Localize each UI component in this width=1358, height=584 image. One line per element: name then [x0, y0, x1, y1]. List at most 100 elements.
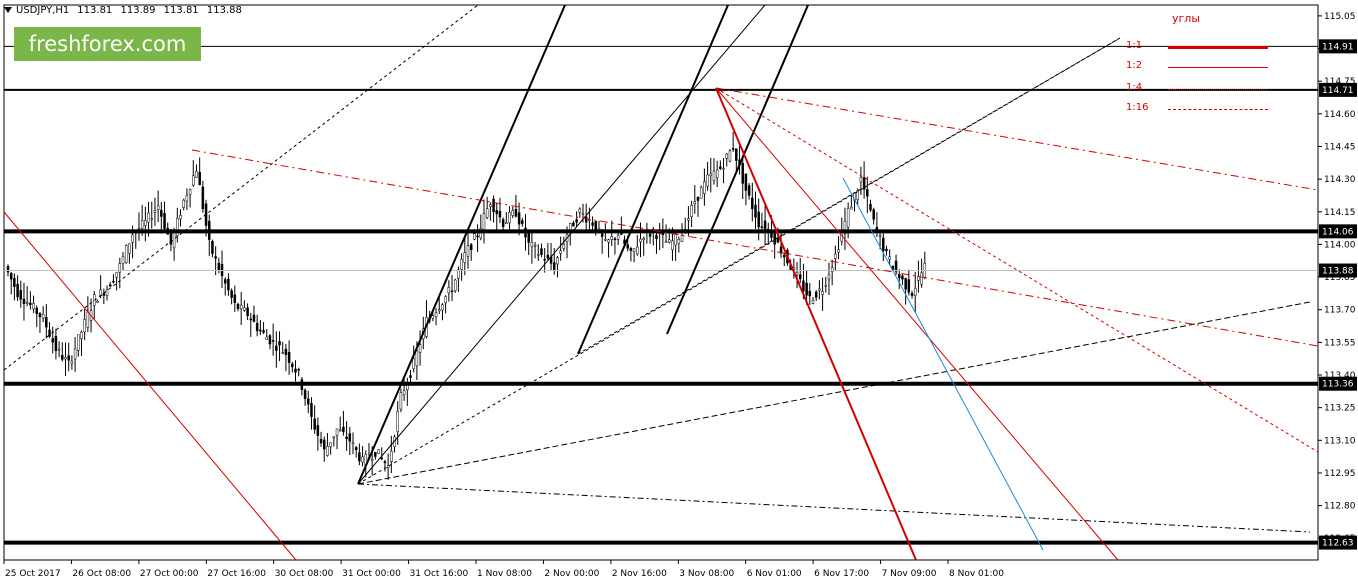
candle-body [418, 344, 422, 353]
level-price-label: 112.63 [1322, 539, 1354, 549]
angle-legend-1-4: 1:4 [1120, 81, 1290, 97]
candle-body [498, 210, 502, 218]
candle-body [80, 331, 83, 339]
candle-body [540, 248, 543, 255]
angle-legend-1-2: 1:2 [1120, 59, 1290, 75]
candle-body [457, 269, 460, 279]
low-value: 113.81 [163, 4, 199, 16]
candle-body [485, 208, 489, 218]
candle-body [616, 234, 620, 240]
angle-legend-label: 1:2 [1126, 60, 1143, 71]
candle-body [706, 174, 709, 187]
candle-body [882, 237, 885, 252]
candle-body [859, 177, 863, 183]
level-price-label: 114.91 [1322, 42, 1354, 52]
candle-body [29, 302, 32, 306]
candle-body [779, 246, 783, 254]
candle-body [396, 411, 399, 432]
x-tick-label: 25 Oct 2017 [5, 569, 61, 579]
candle-body [869, 204, 872, 211]
angle-legend-line-solid [1168, 67, 1268, 68]
candle-body [664, 241, 668, 243]
trend-line [842, 177, 1044, 551]
candle-body [495, 210, 498, 215]
level-price-label: 113.36 [1322, 380, 1354, 390]
trend-line [357, 4, 766, 485]
candle-body [505, 222, 508, 225]
candle-body [843, 220, 847, 235]
candle-body [466, 245, 470, 257]
candle-body [19, 290, 23, 300]
candle-body [16, 283, 19, 298]
candle-body [361, 456, 364, 463]
candle-body [182, 199, 185, 208]
candle-body [259, 329, 262, 332]
candle-body [910, 293, 914, 296]
angle-legend-label: 1:16 [1126, 102, 1149, 113]
candle-body [96, 300, 99, 303]
candle-body [319, 438, 323, 444]
candle-body [808, 290, 812, 297]
y-tick-label: 113.25 [1324, 404, 1356, 414]
angle-legend-line-dotted [1168, 89, 1268, 90]
x-tick-label: 1 Nov 08:00 [477, 569, 532, 579]
trend-line [577, 37, 1121, 355]
candle-body [527, 232, 530, 243]
candle-body [434, 312, 438, 318]
candle-body [415, 350, 419, 367]
candle-body [214, 256, 217, 259]
candle-body [230, 290, 233, 298]
candle-body [514, 209, 518, 217]
candle-body [137, 227, 141, 230]
candle-body [351, 442, 355, 445]
x-tick-label: 26 Oct 08:00 [72, 569, 131, 579]
candle-body [358, 452, 361, 462]
candle-body [147, 212, 150, 223]
candle-body [668, 239, 671, 243]
candle-body [913, 287, 917, 296]
high-value: 113.89 [120, 4, 156, 16]
candle-body [131, 234, 134, 243]
y-tick-label: 114.45 [1324, 142, 1356, 152]
candle-body [856, 190, 859, 200]
candle-body [453, 279, 457, 291]
candle-body [613, 238, 617, 240]
candle-body [227, 278, 230, 291]
candle-body [591, 222, 594, 226]
candle-body [386, 465, 390, 468]
candle-body [57, 348, 61, 351]
level-price-label: 114.06 [1322, 227, 1354, 237]
level-price-label: 114.71 [1322, 86, 1354, 96]
candle-body [891, 265, 895, 270]
candle-body [610, 236, 613, 240]
candle-body [307, 398, 310, 405]
x-tick-label: 31 Oct 00:00 [342, 569, 401, 579]
candle-body [303, 389, 307, 399]
symbol-dropdown-icon[interactable] [4, 7, 12, 13]
candle-body [335, 428, 339, 436]
candle-body [281, 352, 284, 354]
candle-body [632, 248, 636, 252]
candle-body [48, 329, 51, 337]
x-tick-label: 6 Nov 17:00 [814, 569, 869, 579]
candle-body [476, 235, 479, 238]
candle-body [827, 274, 831, 280]
candle-body [252, 314, 256, 322]
level-price-tag [1319, 224, 1357, 239]
candle-body [338, 429, 342, 432]
candle-body [875, 227, 879, 230]
y-tick-label: 113.10 [1324, 436, 1356, 446]
candle-body [198, 172, 201, 186]
candle-body [546, 254, 550, 259]
candle-body [201, 186, 205, 209]
candle-body [920, 272, 923, 285]
candle-body [41, 313, 45, 319]
candle-body [846, 208, 850, 228]
trend-line [715, 87, 1319, 191]
candle-body [814, 291, 818, 298]
candle-body [118, 263, 122, 273]
brand-logo: freshforex.com [14, 27, 201, 61]
angle-legend-label: 1:4 [1126, 82, 1143, 93]
candle-body [246, 307, 249, 317]
candle-body [604, 238, 607, 241]
